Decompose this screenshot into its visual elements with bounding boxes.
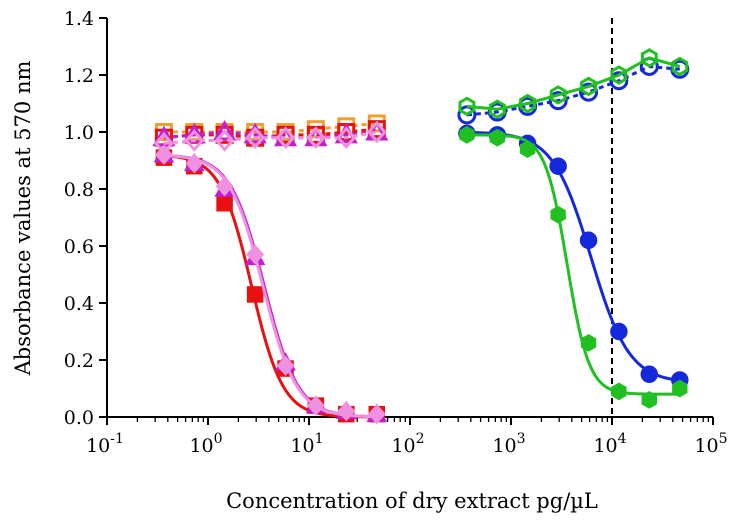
- data-point: [580, 334, 597, 352]
- data-point: [305, 126, 326, 149]
- data-point: [185, 153, 204, 174]
- fit-curve: [163, 154, 377, 419]
- data-point: [579, 82, 599, 102]
- data-point: [153, 132, 174, 155]
- data-point: [216, 195, 233, 212]
- y-tick-label: 0.0: [64, 407, 94, 429]
- x-tick-label: 101: [290, 431, 323, 457]
- data-point: [459, 125, 475, 144]
- data-point: [214, 129, 235, 152]
- data-point: [580, 76, 597, 97]
- series-triangle-filled: [153, 144, 388, 422]
- series-hexagon-open: [458, 48, 689, 119]
- fit-curve: [163, 154, 377, 419]
- data-point: [610, 322, 628, 341]
- x-tick-label: 10-1: [86, 431, 124, 457]
- data-point: [611, 382, 627, 401]
- data-point: [306, 395, 325, 416]
- y-tick-label: 0.2: [64, 350, 94, 372]
- series-layer: [152, 48, 690, 425]
- data-point: [337, 401, 356, 422]
- data-point: [610, 65, 628, 85]
- data-point: [275, 126, 296, 149]
- data-point: [672, 379, 688, 398]
- trend-line: [466, 56, 681, 111]
- data-point: [184, 129, 205, 152]
- data-point: [640, 365, 659, 383]
- data-point: [548, 91, 568, 111]
- y-tick-label: 1.2: [64, 65, 94, 87]
- x-tick-label: 104: [593, 431, 626, 457]
- series-square-filled: [155, 149, 386, 423]
- x-axis-title: Concentration of dry extract pg/µL: [226, 489, 598, 513]
- data-point: [671, 56, 689, 77]
- y-tick-label: 1.4: [64, 8, 94, 30]
- data-point: [549, 157, 567, 175]
- data-point: [276, 355, 295, 376]
- y-tick-label: 0.6: [64, 236, 94, 258]
- x-tick-label: 100: [189, 431, 222, 457]
- data-point: [640, 48, 658, 68]
- data-point: [549, 85, 567, 105]
- y-axis-title: Absorbance values at 570 nm: [11, 61, 35, 377]
- data-point: [246, 244, 265, 265]
- data-point: [154, 144, 173, 165]
- y-tick-label: 1.0: [64, 122, 94, 144]
- data-point: [246, 286, 264, 303]
- axes: 0.0 0.2 0.4 0.6 0.8 1.0 1.2 1.4 10-1 100 101 102 103…: [64, 8, 728, 457]
- data-point: [579, 231, 598, 250]
- data-point: [213, 119, 237, 141]
- series-diamond-filled: [154, 144, 386, 425]
- data-point: [641, 391, 657, 409]
- data-point: [215, 176, 234, 197]
- trend-line: [466, 64, 680, 117]
- data-point: [609, 71, 629, 91]
- x-tick-label: 105: [694, 431, 727, 457]
- data-point: [245, 126, 266, 149]
- data-point: [519, 140, 536, 158]
- fit-curve: [466, 133, 680, 396]
- fit-curve: [163, 153, 377, 419]
- data-point: [366, 120, 387, 144]
- series-diamond-open: [153, 120, 387, 155]
- x-tick-label: 103: [492, 431, 525, 457]
- data-point: [550, 205, 566, 224]
- fit-curve: [466, 130, 680, 382]
- series-hexagon-filled: [459, 125, 688, 409]
- y-tick-label: 0.8: [64, 179, 94, 201]
- y-tick-label: 0.4: [64, 293, 94, 315]
- data-point: [488, 99, 506, 119]
- data-point: [367, 404, 386, 425]
- x-tick-label: 102: [391, 431, 424, 457]
- data-point: [458, 96, 476, 117]
- data-point: [489, 128, 505, 147]
- series-circle-filled: [458, 124, 689, 389]
- data-point: [519, 93, 537, 114]
- data-point: [336, 126, 357, 149]
